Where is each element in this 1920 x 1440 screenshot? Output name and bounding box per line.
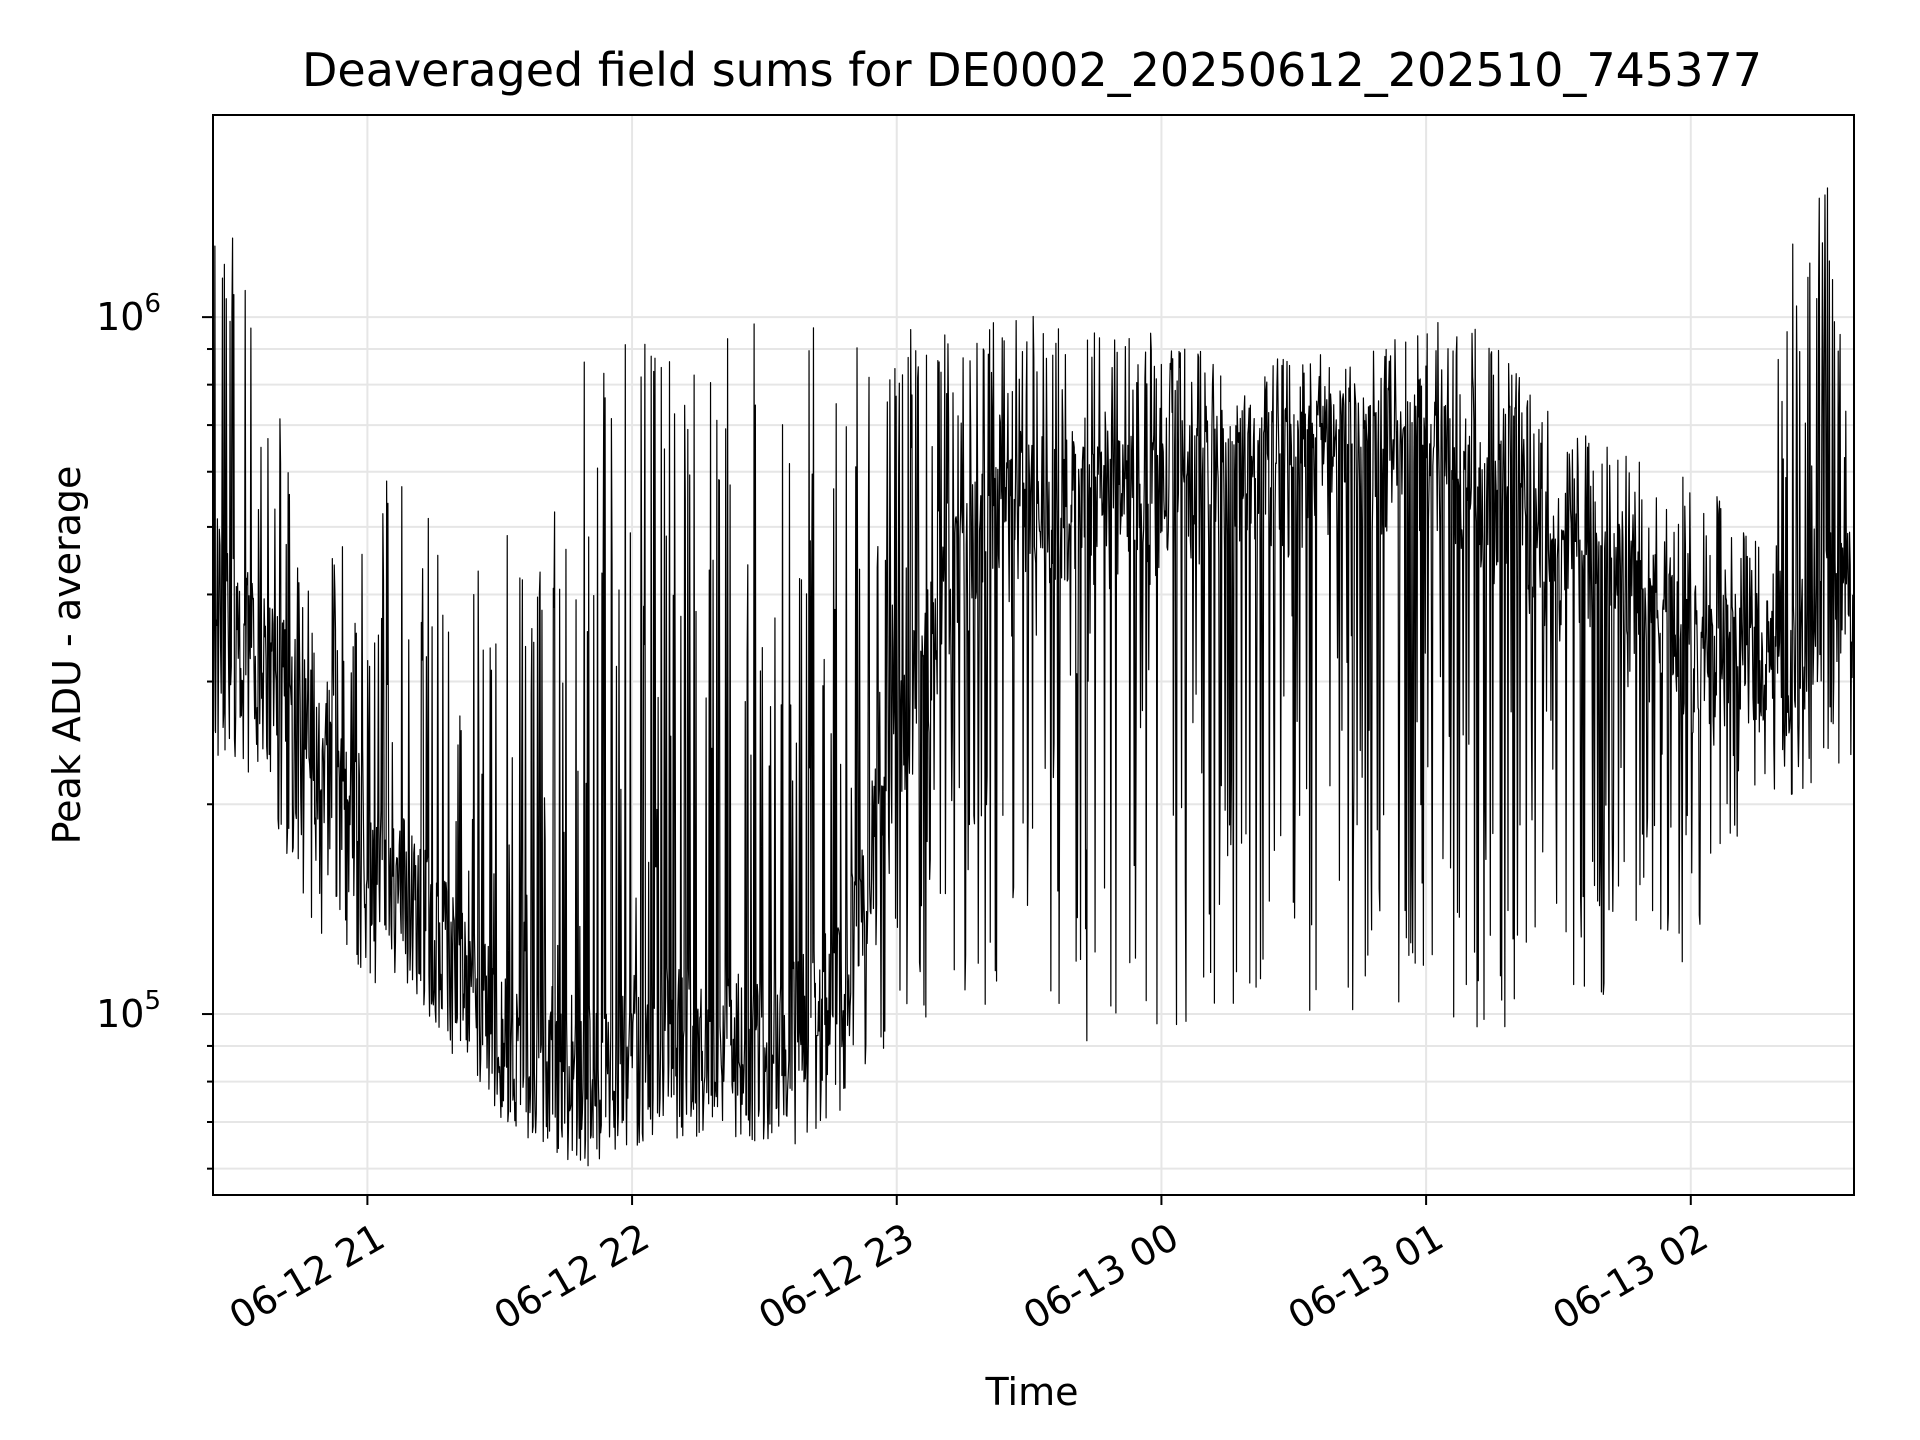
series-layer	[212, 187, 1855, 1167]
plot-frame	[212, 114, 1855, 1196]
y-tick-label: 106	[96, 289, 161, 339]
y-tick-label-exponent: 6	[144, 289, 161, 319]
y-axis-label: Peak ADU - average	[45, 466, 89, 845]
series-line	[212, 187, 1855, 1167]
chart-title: Deaveraged field sums for DE0002_2025061…	[302, 43, 1762, 97]
x-axis-label: Time	[985, 1370, 1079, 1414]
y-tick-label-exponent: 5	[144, 986, 161, 1016]
